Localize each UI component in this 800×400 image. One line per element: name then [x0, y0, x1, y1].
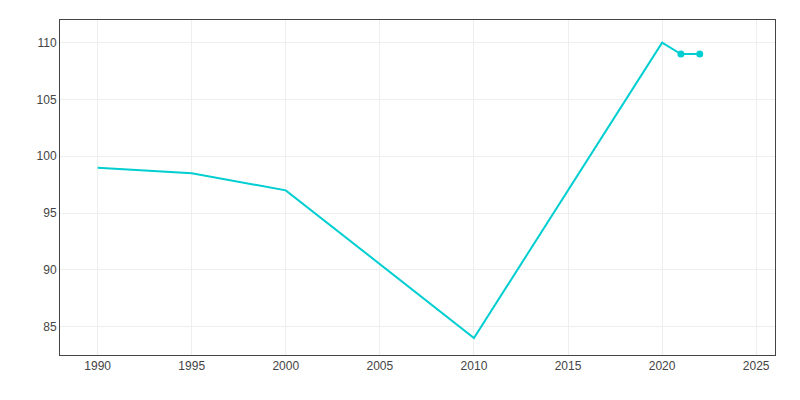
svg-text:105: 105 — [37, 93, 57, 107]
svg-text:1990: 1990 — [84, 359, 111, 373]
svg-text:2020: 2020 — [649, 359, 676, 373]
svg-text:2025: 2025 — [743, 359, 770, 373]
svg-text:1995: 1995 — [178, 359, 205, 373]
svg-text:2000: 2000 — [272, 359, 299, 373]
svg-text:95: 95 — [43, 206, 57, 220]
svg-text:90: 90 — [43, 263, 57, 277]
svg-text:85: 85 — [43, 320, 57, 334]
svg-text:2015: 2015 — [555, 359, 582, 373]
svg-text:2010: 2010 — [461, 359, 488, 373]
svg-text:2005: 2005 — [367, 359, 394, 373]
svg-text:100: 100 — [37, 149, 57, 163]
svg-text:110: 110 — [37, 36, 56, 50]
